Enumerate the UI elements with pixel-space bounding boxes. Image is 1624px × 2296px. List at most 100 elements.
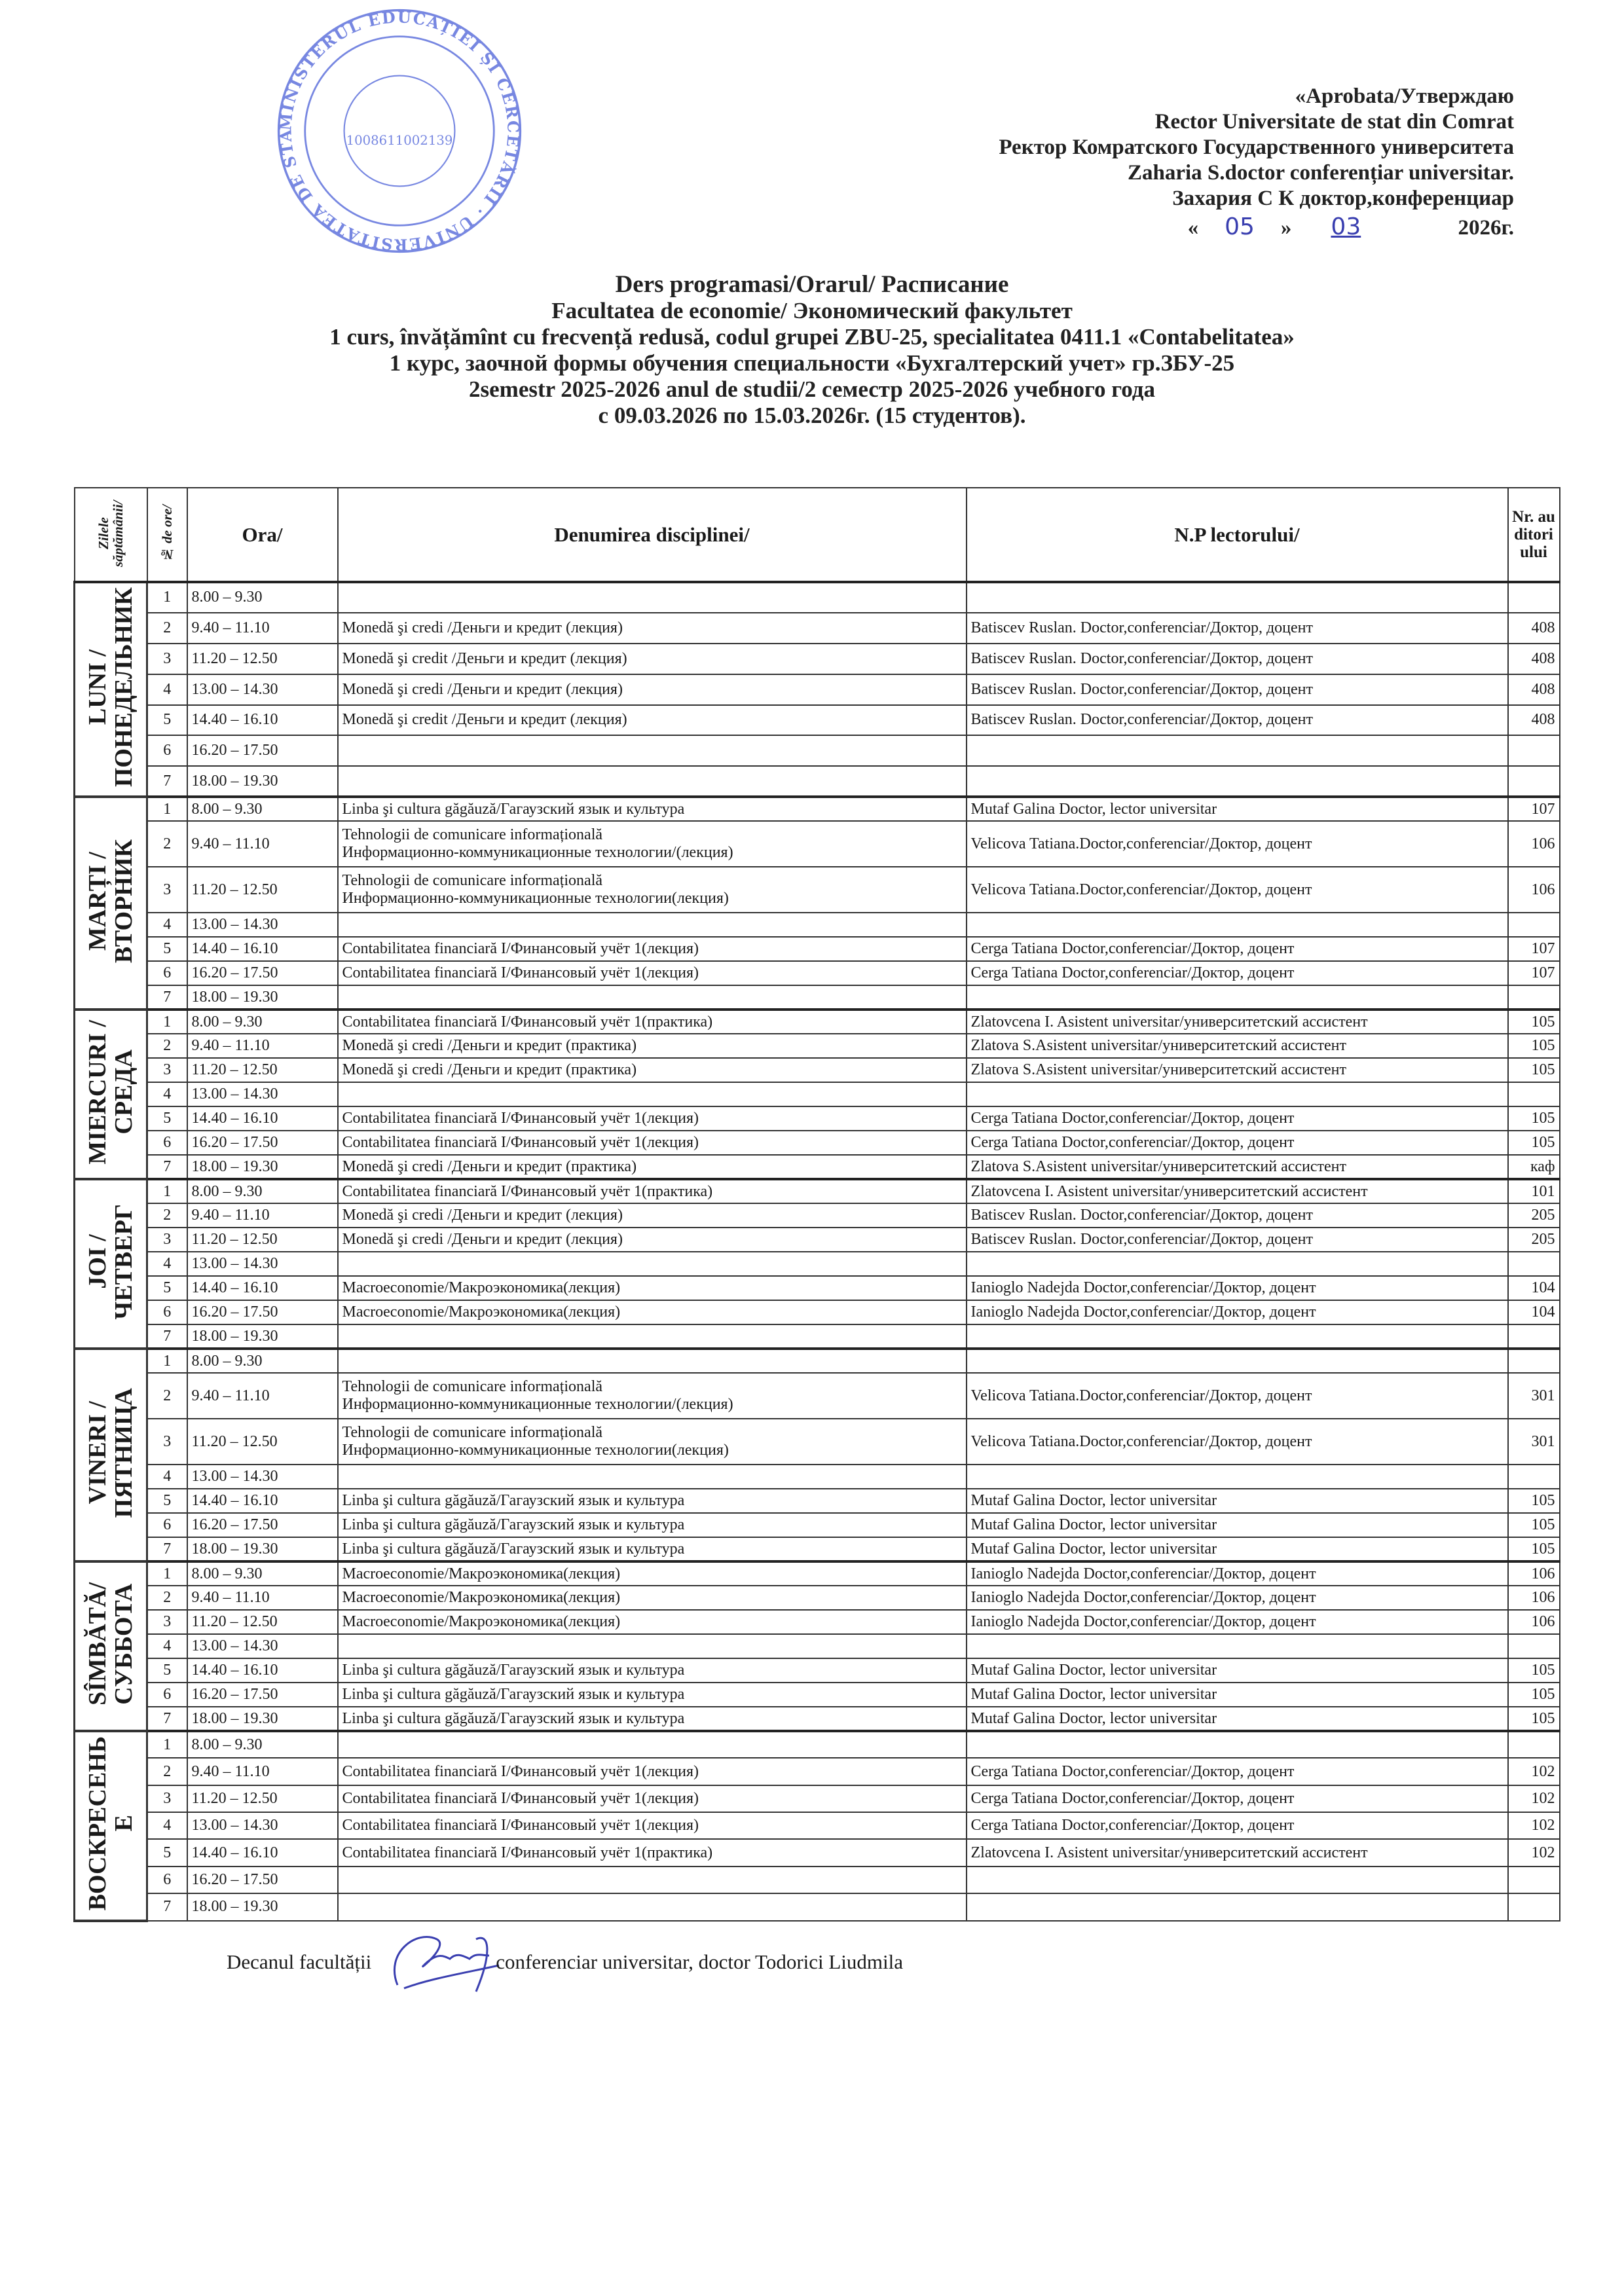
class-time: 14.40 – 16.10 — [186, 704, 339, 737]
lecturer-cell: Cerga Tatiana Doctor,conferenciar/Доктор… — [965, 1130, 1509, 1156]
discipline-cell: Tehnologii de comunicare informațională … — [337, 866, 967, 914]
class-time: 18.00 – 19.30 — [186, 1154, 339, 1180]
class-time: 18.00 – 19.30 — [186, 985, 339, 1011]
table-row: 2 9.40 – 11.10 Monedă şi credi /Деньги и к… — [75, 611, 1560, 644]
discipline-cell: Contabilitatea financiară I/Финансовый у… — [337, 1838, 967, 1867]
room-cell: каф — [1507, 1154, 1560, 1180]
lecturer-cell — [965, 985, 1509, 1011]
header-lecturer: N.P lectorului/ — [965, 487, 1509, 583]
class-number: 3 — [146, 1418, 188, 1466]
class-number: 1 — [146, 1560, 188, 1587]
class-time: 11.20 – 12.50 — [186, 1609, 339, 1635]
approval-year: 2026г. — [1458, 216, 1514, 240]
lecturer-cell: Mutaf Galina Doctor, lector universitar — [965, 1488, 1509, 1514]
room-cell: 102 — [1507, 1757, 1560, 1786]
page-title: Ders programasi/Orarul/ Расписание — [615, 271, 1009, 298]
lecturer-cell: Mutaf Galina Doctor, lector universitar — [965, 1658, 1509, 1684]
table-row: MARȚI / ВТОРНИК 1 8.00 – 9.30 Linba şi cult… — [73, 795, 1560, 1011]
room-cell: 106 — [1507, 866, 1560, 914]
class-time: 8.00 – 9.30 — [186, 1178, 339, 1205]
class-time: 18.00 – 19.30 — [186, 1706, 339, 1732]
table-row: 5 14.40 – 16.10 Contabilitatea financiară … — [75, 1838, 1560, 1867]
class-number: 1 — [146, 795, 188, 822]
room-cell: 105 — [1507, 1658, 1560, 1684]
discipline-cell: Linba şi cultura găgăuză/Гагаузский язык… — [337, 1512, 967, 1539]
approval-line: Ректор Комратского Государственного унив… — [999, 136, 1514, 159]
table-row: JOI / ЧЕТВЕРГ 1 8.00 – 9.30 Contabilitatea … — [73, 1178, 1560, 1351]
class-time: 13.00 – 14.30 — [186, 1251, 339, 1277]
discipline-cell — [337, 1633, 967, 1660]
lecturer-cell: Cerga Tatiana Doctor,conferenciar/Доктор… — [965, 936, 1509, 962]
class-number: 1 — [146, 1730, 188, 1759]
discipline-cell — [337, 1324, 967, 1350]
room-cell: 107 — [1507, 936, 1560, 962]
table-row: 3 11.20 – 12.50 Contabilitatea financiară … — [75, 1784, 1560, 1813]
room-cell: 301 — [1507, 1418, 1560, 1466]
room-cell: 301 — [1507, 1372, 1560, 1420]
room-cell: 408 — [1507, 642, 1560, 675]
room-cell: 102 — [1507, 1784, 1560, 1813]
discipline-cell: Linba şi cultura găgăuză/Гагаузский язык… — [337, 795, 967, 822]
room-cell: 105 — [1507, 1488, 1560, 1514]
lecturer-cell: Cerga Tatiana Doctor,conferenciar/Доктор… — [965, 1106, 1509, 1132]
lecturer-cell: Velicova Tatiana.Doctor,conferenciar/Док… — [965, 1418, 1509, 1466]
day-label: MIERCURI / СРЕДА — [73, 1008, 148, 1181]
class-number: 4 — [146, 1464, 188, 1490]
class-number: 6 — [146, 1865, 188, 1895]
room-cell: 105 — [1507, 1057, 1560, 1084]
day-label: JOI / ЧЕТВЕРГ — [73, 1178, 148, 1351]
discipline-cell: Monedă şi credi /Деньги и кредит (лекция… — [337, 673, 967, 706]
class-time: 16.20 – 17.50 — [186, 1682, 339, 1708]
lecturer-cell — [965, 1633, 1509, 1660]
discipline-cell: Monedă şi credit /Деньги и кредит (лекци… — [337, 642, 967, 675]
lecturer-cell — [965, 1324, 1509, 1350]
class-number: 4 — [146, 1633, 188, 1660]
university-stamp: MINISTERUL EDUCAȚIEI ȘI CERCETĂRII · UNI… — [275, 7, 522, 254]
lecturer-cell — [965, 735, 1509, 767]
table-row: ВОСКРЕСЕНЬ Е 1 8.00 – 9.30 — [73, 1730, 1560, 1922]
discipline-cell: Contabilitatea financiară I/Финансовый у… — [337, 1008, 967, 1035]
discipline-cell — [337, 985, 967, 1011]
class-number: 5 — [146, 1275, 188, 1302]
room-cell: 106 — [1507, 820, 1560, 868]
table-row: 2 9.40 – 11.10 Macroeconomie/Макроэкономик… — [75, 1585, 1560, 1611]
class-time: 14.40 – 16.10 — [186, 1838, 339, 1867]
table-row: 7 18.00 – 19.30 — [75, 1324, 1560, 1350]
lecturer-cell — [965, 765, 1509, 798]
table-row: 3 11.20 – 12.50 Tehnologii de comunicare i… — [75, 866, 1560, 914]
discipline-cell: Linba şi cultura găgăuză/Гагаузский язык… — [337, 1682, 967, 1708]
table-row: 3 11.20 – 12.50 Monedă şi credi /Деньги и … — [75, 1227, 1560, 1253]
table-row: 4 13.00 – 14.30 — [75, 912, 1560, 938]
table-row: 6 16.20 – 17.50 — [75, 735, 1560, 767]
class-time: 8.00 – 9.30 — [186, 1730, 339, 1759]
class-time: 18.00 – 19.30 — [186, 765, 339, 798]
discipline-cell: Contabilitatea financiară I/Финансовый у… — [337, 1106, 967, 1132]
room-cell: 205 — [1507, 1227, 1560, 1253]
lecturer-cell — [965, 1347, 1509, 1374]
table-row: VINERI / ПЯТНИЦА 1 8.00 – 9.30 — [73, 1347, 1560, 1563]
room-cell — [1507, 1464, 1560, 1490]
discipline-cell: Macroeconomie/Макроэкономика(лекция) — [337, 1609, 967, 1635]
room-cell: 106 — [1507, 1585, 1560, 1611]
class-time: 16.20 – 17.50 — [186, 1300, 339, 1326]
discipline-cell: Macroeconomie/Макроэкономика(лекция) — [337, 1585, 967, 1611]
table-row: 7 18.00 – 19.30 — [75, 985, 1560, 1011]
room-cell: 102 — [1507, 1838, 1560, 1867]
class-time: 9.40 – 11.10 — [186, 1203, 339, 1229]
class-time: 8.00 – 9.30 — [186, 795, 339, 822]
discipline-cell: Monedă şi credi /Деньги и кредит (практи… — [337, 1033, 967, 1059]
class-number: 4 — [146, 1251, 188, 1277]
discipline-cell — [337, 1251, 967, 1277]
lecturer-cell: Zlatovcena I. Asistent universitar/униве… — [965, 1178, 1509, 1205]
lecturer-cell: Mutaf Galina Doctor, lector universitar — [965, 1682, 1509, 1708]
discipline-cell: Monedă şi credi /Деньги и кредит (лекция… — [337, 1227, 967, 1253]
lecturer-cell: Mutaf Galina Doctor, lector universitar — [965, 1512, 1509, 1539]
class-time: 11.20 – 12.50 — [186, 1057, 339, 1084]
lecturer-cell — [965, 1730, 1509, 1759]
discipline-cell: Linba şi cultura găgăuză/Гагаузский язык… — [337, 1706, 967, 1732]
table-row: 6 16.20 – 17.50 Contabilitatea financiară … — [75, 960, 1560, 987]
class-number: 1 — [146, 1347, 188, 1374]
discipline-cell: Contabilitatea financiară I/Финансовый у… — [337, 1784, 967, 1813]
class-number: 7 — [146, 1893, 188, 1922]
lecturer-cell: Mutaf Galina Doctor, lector universitar — [965, 1537, 1509, 1563]
